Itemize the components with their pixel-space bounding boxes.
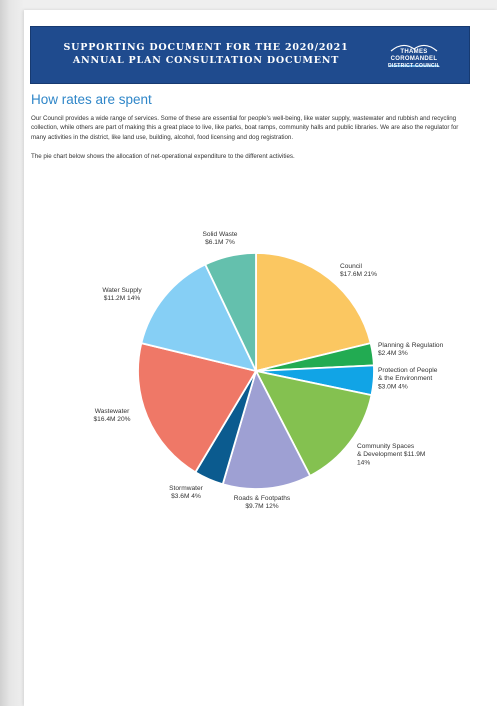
chart-intro-paragraph: The pie chart below shows the allocation… — [31, 153, 295, 160]
pie-slice-council — [255, 252, 372, 373]
intro-paragraph: Our Council provides a wide range of ser… — [31, 115, 459, 141]
section-title: How rates are spent — [31, 92, 152, 107]
pie-slice-solid-waste — [204, 252, 257, 372]
pie-slice-roads-footpaths — [221, 368, 312, 490]
slice-label-wastewater: Wastewater $16.4M 20% — [93, 408, 130, 423]
council-logo-mark-icon — [385, 35, 443, 75]
slice-label-solid-waste: Solid Waste $6.1M 7% — [203, 231, 238, 246]
slice-label-protection-of-people-the-environment: Protection of People & the Environment $3.… — [378, 367, 438, 390]
logo-line1: THAMES — [400, 49, 428, 55]
header-banner: SUPPORTING DOCUMENT FOR THE 2020/2021 AN… — [30, 26, 470, 84]
pie-slice-water-supply — [140, 263, 258, 373]
logo-line3: DISTRICT COUNCIL — [387, 63, 441, 69]
slice-label-water-supply: Water Supply $11.2M 14% — [102, 287, 142, 302]
slice-label-council: Council $17.6M 21% — [340, 263, 377, 278]
banner-title: SUPPORTING DOCUMENT FOR THE 2020/2021 AN… — [31, 41, 381, 67]
logo-line2: COROMANDEL — [390, 56, 438, 62]
slice-label-community-spaces-development: Community Spaces & Development $11.9M 14% — [357, 443, 425, 466]
pie-slice-wastewater — [137, 342, 258, 474]
council-logo: THAMES COROMANDEL DISTRICT COUNCIL — [385, 35, 443, 75]
slice-label-planning-regulation: Planning & Regulation $2.4M 3% — [378, 342, 444, 357]
banner-title-line1: SUPPORTING DOCUMENT FOR THE 2020/2021 — [63, 42, 349, 53]
slice-label-roads-footpaths: Roads & Footpaths $9.7M 12% — [234, 495, 291, 510]
slice-label-stormwater: Stormwater $3.6M 4% — [169, 485, 204, 500]
pie-slice-community-spaces-development — [254, 369, 373, 478]
banner-title-line2: ANNUAL PLAN CONSULTATION DOCUMENT — [72, 55, 340, 66]
